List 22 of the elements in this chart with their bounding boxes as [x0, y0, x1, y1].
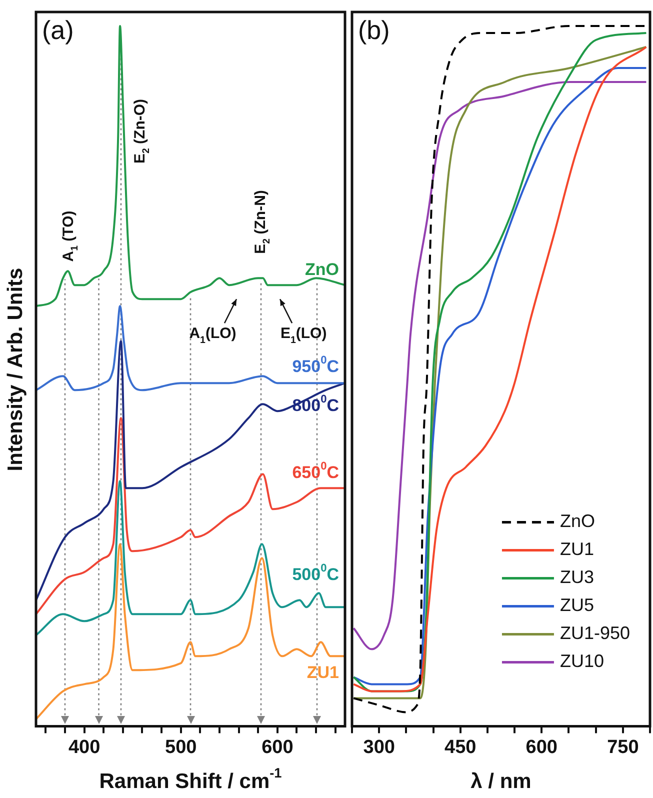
x-tick-label: 300	[363, 736, 395, 758]
series-label: ZnO	[305, 260, 340, 279]
x-tick-label: 450	[444, 736, 476, 758]
x-tick-label: 400	[68, 736, 100, 758]
x-tick-label: 600	[262, 736, 294, 758]
series-label: ZU1	[306, 662, 340, 682]
legend-label: ZU3	[560, 567, 594, 588]
chart-title: (b)	[358, 15, 390, 46]
legend-label: ZU1-950	[560, 623, 630, 644]
chart-title: (a)	[42, 15, 74, 46]
legend-label: ZnO	[560, 511, 595, 532]
annotation: A1 (TO)	[60, 210, 80, 262]
x-axis-title: λ / nm	[470, 770, 532, 793]
annotation: E2 (Zn-O)	[131, 98, 152, 164]
annotation: E2 (Zn-N)	[252, 190, 273, 254]
legend-label: ZU5	[560, 595, 594, 616]
legend-label: ZU1	[560, 539, 594, 560]
legend-label: ZU10	[560, 651, 604, 672]
y-axis-title: Intensity / Arb. Units	[4, 268, 27, 472]
x-tick-label: 500	[164, 736, 197, 758]
x-tick-label: 600	[526, 736, 558, 758]
x-tick-label: 750	[607, 736, 639, 758]
